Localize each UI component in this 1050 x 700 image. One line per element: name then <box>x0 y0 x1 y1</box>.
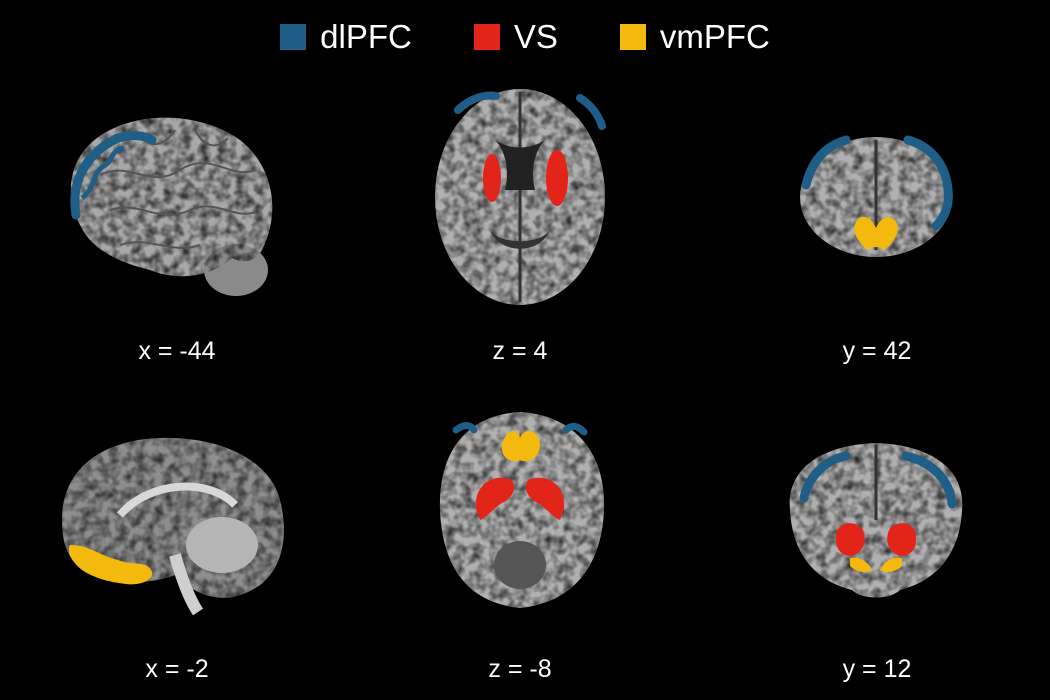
legend-item-dlpfc: dlPFC <box>280 18 412 56</box>
brain-slice-sagittal-lateral <box>70 117 273 296</box>
slice-label-top-right: y = 42 <box>842 337 912 365</box>
brain-slice-coronal-middle <box>789 443 963 598</box>
legend-swatch-dlpfc <box>280 24 307 50</box>
legend-item-vmpfc: vmPFC <box>619 18 770 56</box>
slice-label-bottom-left: x = -2 <box>145 655 209 683</box>
legend-item-vs: VS <box>473 18 558 56</box>
slice-label-bottom-right: y = 12 <box>842 655 912 683</box>
legend-label-vs: VS <box>513 18 558 55</box>
brain-slice-coronal-anterior <box>800 135 953 257</box>
slice-label-top-left: x = -44 <box>138 337 216 365</box>
legend-label-vmpfc: vmPFC <box>659 18 770 55</box>
legend-swatch-vmpfc <box>619 24 646 50</box>
legend-swatch-vs <box>473 24 500 50</box>
brain-slice-axial-upper <box>435 89 606 305</box>
legend-label-dlpfc: dlPFC <box>320 18 412 55</box>
brain-slice-axial-lower <box>439 412 605 608</box>
brain-slice-sagittal-medial <box>62 437 284 616</box>
slice-label-bottom-middle: z = -8 <box>488 655 552 683</box>
slice-label-top-middle: z = 4 <box>492 337 548 365</box>
legend: dlPFC VS vmPFC <box>0 12 1050 62</box>
